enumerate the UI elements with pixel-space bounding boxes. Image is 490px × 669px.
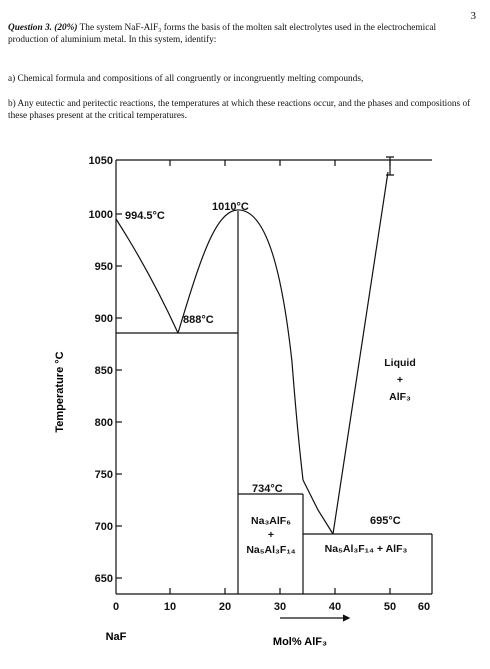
y-tick-label: 1050 bbox=[89, 155, 113, 167]
y-axis-label: Temperature °C bbox=[54, 351, 66, 432]
y-tick-label: 950 bbox=[95, 261, 113, 273]
x-tick-label: 0 bbox=[113, 601, 119, 613]
liquidus-to-eutectic bbox=[302, 479, 334, 535]
naf-melting-label: 994.5°C bbox=[125, 210, 165, 222]
eutectic-695-label: 695°C bbox=[370, 515, 401, 527]
x-tick-labels: 0 10 20 30 40 50 60 bbox=[113, 601, 430, 613]
region-na3alf6-label: Na₃AlF₆ bbox=[251, 515, 291, 527]
region-liquid-label: Liquid bbox=[384, 357, 416, 369]
question-intro: Question 3. (20%) The system NaF-AlF₃ fo… bbox=[8, 22, 478, 46]
x-tick-label: 50 bbox=[384, 601, 396, 613]
region-plus-label: + bbox=[397, 374, 403, 386]
annotations: 994.5°C 1010°C 888°C 734°C 695°C bbox=[125, 201, 401, 527]
question-intro-text: The system NaF-AlF₃ forms the basis of t… bbox=[8, 23, 437, 45]
x-tick-label: 30 bbox=[274, 601, 286, 613]
x-tick-label: 40 bbox=[329, 601, 341, 613]
region-labels: Liquid + AlF₃ Na₃AlF₆ + Na₅Al₃F₁₄ Na₅Al₃… bbox=[246, 357, 415, 556]
question-part-a: a) Chemical formula and compositions of … bbox=[8, 74, 364, 84]
x-axis-label: Mol% AlF₃ bbox=[273, 636, 327, 648]
y-tick-label: 650 bbox=[95, 573, 113, 585]
liquidus-alf3-side bbox=[332, 171, 389, 535]
y-tick-label: 850 bbox=[95, 365, 113, 377]
y-tick-labels: 1050 1000 950 900 850 800 750 700 650 bbox=[89, 155, 113, 585]
y-tick-label: 900 bbox=[95, 313, 113, 325]
question-title: Question 3. (20%) bbox=[8, 23, 78, 33]
question-part-b: b) Any eutectic and peritectic reactions… bbox=[8, 99, 471, 121]
y-tick-label: 750 bbox=[95, 469, 113, 481]
liquidus-naf-side bbox=[115, 218, 179, 334]
region-na5al3f14-label: Na₅Al₃F₁₄ bbox=[246, 544, 295, 556]
page-number: 3 bbox=[470, 10, 477, 22]
x-tick-label: 60 bbox=[418, 601, 430, 613]
liquidus-cryolite-dome bbox=[177, 209, 304, 481]
cryolite-melting-label: 1010°C bbox=[212, 201, 249, 213]
arrow-head-icon bbox=[342, 614, 351, 622]
eutectic-888-label: 888°C bbox=[183, 314, 214, 326]
y-tick-label: 1000 bbox=[89, 209, 113, 221]
region-na5-plus-alf3-label: Na₅Al₃F₁₄ + AlF₃ bbox=[325, 543, 408, 555]
region-plus-label-2: + bbox=[268, 529, 274, 541]
region-alf3-label: AlF₃ bbox=[389, 391, 411, 403]
x-tick-label: 10 bbox=[164, 601, 176, 613]
y-tick-label: 700 bbox=[95, 521, 113, 533]
x-left-label: NaF bbox=[106, 631, 127, 643]
diagram-lines bbox=[115, 156, 433, 622]
x-tick-label: 20 bbox=[219, 601, 231, 613]
text-cursor-icon bbox=[386, 156, 394, 176]
y-tick-label: 800 bbox=[95, 417, 113, 429]
peritectic-734-label: 734°C bbox=[252, 483, 283, 495]
